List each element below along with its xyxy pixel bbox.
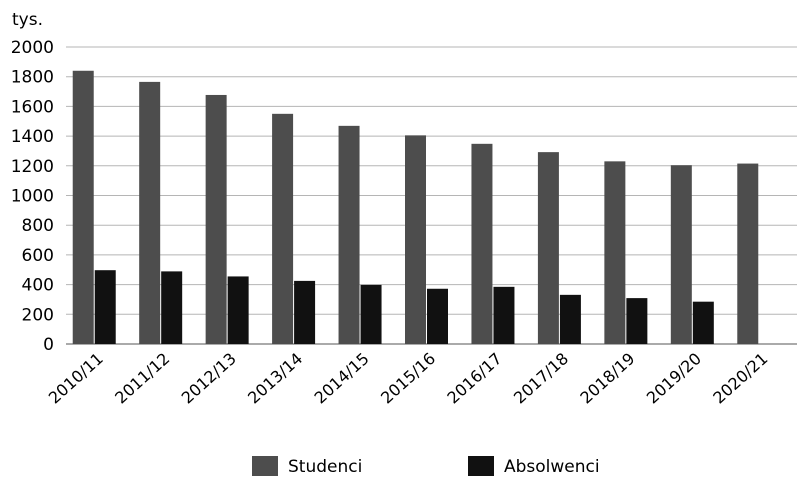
x-tick-label: 2011/12 (111, 349, 173, 408)
x-tick-label: 2019/20 (643, 349, 705, 408)
y-tick-label: 600 (22, 246, 54, 266)
bar-absolwenci-2015-16 (427, 288, 448, 344)
bar-absolwenci-2017-18 (559, 294, 581, 344)
x-tick-label: 2015/16 (377, 349, 439, 408)
bar-studenci-2010-11 (72, 70, 94, 344)
bar-absolwenci-2012-13 (227, 276, 249, 344)
y-tick-label: 400 (22, 276, 54, 296)
bar-absolwenci-2019-20 (692, 301, 714, 344)
bar-studenci-2016-17 (471, 143, 493, 344)
bar-absolwenci-2014-15 (360, 284, 382, 344)
gridlines (66, 46, 797, 345)
y-axis-unit-label: tys. (12, 10, 43, 30)
bar-studenci-2013-14 (272, 113, 294, 344)
x-tick-label: 2013/14 (244, 349, 306, 408)
bar-studenci-2017-18 (537, 152, 559, 344)
x-tick-label: 2014/15 (311, 349, 373, 408)
legend-label-absolwenci: Absolwenci (504, 457, 600, 477)
y-tick-label: 800 (22, 216, 54, 236)
y-tick-label: 0 (43, 335, 54, 355)
y-tick-label: 1400 (11, 127, 54, 147)
bar-studenci-2015-16 (405, 135, 426, 344)
y-tick-label: 2000 (11, 38, 54, 58)
bar-absolwenci-2011-12 (161, 271, 183, 344)
x-tick-label: 2012/13 (178, 349, 240, 408)
y-tick-label: 1200 (11, 157, 54, 177)
y-axis-ticks: 0 200 400 600 800 1000 1200 1400 1600 1800 2000 (11, 38, 54, 355)
legend-swatch-absolwenci (468, 456, 494, 476)
legend: Studenci Absolwenci (252, 456, 600, 477)
y-tick-label: 1800 (11, 68, 54, 88)
bar-studenci-2011-12 (139, 81, 161, 345)
x-tick-label: 2016/17 (444, 349, 506, 408)
x-tick-label: 2020/21 (709, 349, 771, 408)
x-tick-label: 2010/11 (45, 349, 107, 408)
x-tick-label: 2017/18 (510, 349, 572, 408)
x-axis-ticks: 2010/11 2011/12 2012/13 2013/14 2014/15 2015/… (45, 349, 772, 408)
x-tick-label: 2018/19 (576, 349, 638, 408)
y-tick-label: 1600 (11, 97, 54, 117)
bar-studenci-2014-15 (338, 125, 360, 344)
bar-studenci-2018-19 (604, 161, 626, 344)
bar-studenci-2019-20 (670, 165, 692, 344)
bar-absolwenci-2013-14 (294, 280, 316, 344)
bar-studenci-2012-13 (205, 94, 227, 344)
bar-absolwenci-2018-19 (626, 298, 648, 344)
bar-absolwenci-2010-11 (94, 270, 116, 344)
bars (72, 70, 759, 345)
y-tick-label: 200 (22, 305, 54, 325)
y-tick-label: 1000 (11, 187, 54, 207)
legend-swatch-studenci (252, 456, 278, 476)
bar-studenci-2020-21 (737, 163, 759, 344)
bar-absolwenci-2016-17 (493, 286, 515, 344)
legend-label-studenci: Studenci (288, 457, 362, 477)
